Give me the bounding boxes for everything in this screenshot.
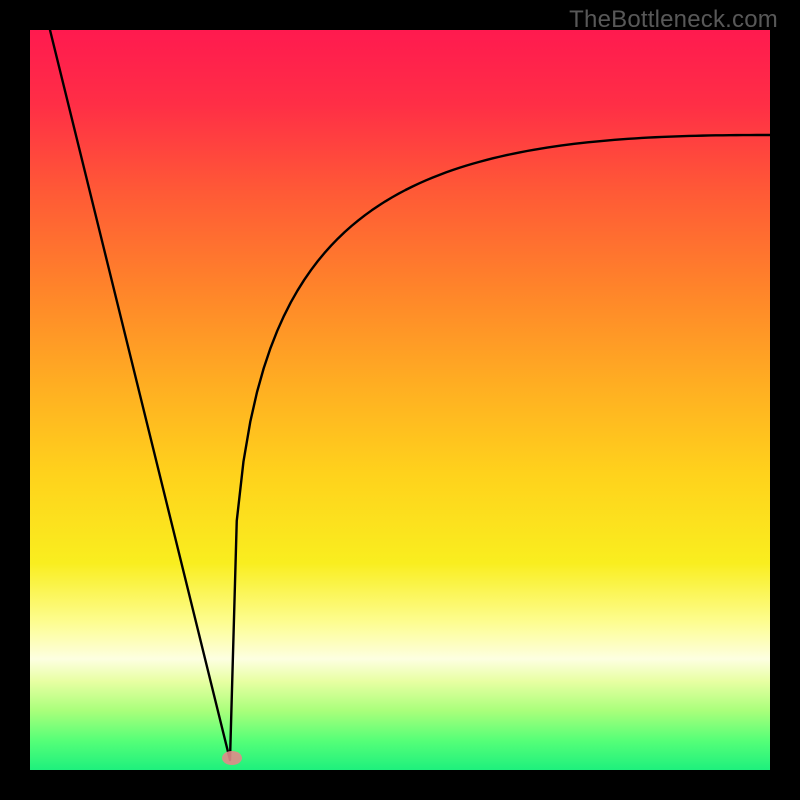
trough-marker [222,751,242,765]
watermark-text: TheBottleneck.com [0,6,778,34]
bottleneck-chart [0,0,800,800]
